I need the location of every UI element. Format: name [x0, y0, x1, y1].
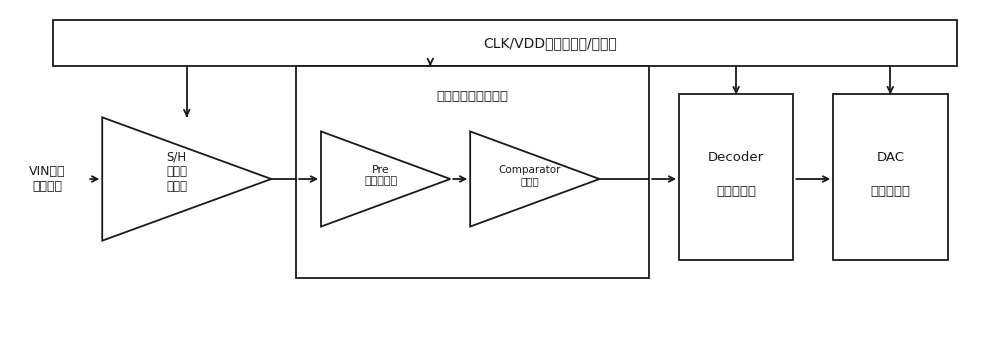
Text: Pre
前置放大器: Pre 前置放大器	[364, 165, 397, 186]
Text: 解码器电路: 解码器电路	[716, 185, 756, 198]
Text: S/H
自举采
样电路: S/H 自举采 样电路	[166, 150, 187, 193]
Bar	[53, 20, 957, 66]
Text: 全动态比较判决电路: 全动态比较判决电路	[437, 90, 509, 103]
Bar	[296, 66, 649, 278]
Text: VIN（输
入信号）: VIN（输 入信号）	[29, 165, 66, 193]
Text: CLK/VDD（时钟脉冲/电源）: CLK/VDD（时钟脉冲/电源）	[483, 36, 617, 50]
Polygon shape	[321, 131, 450, 227]
Text: DAC: DAC	[876, 151, 904, 164]
Bar	[833, 95, 948, 260]
Polygon shape	[470, 131, 599, 227]
Text: Decoder: Decoder	[708, 151, 764, 164]
Polygon shape	[102, 117, 271, 241]
Text: 数模转换器: 数模转换器	[870, 185, 910, 198]
Bar	[679, 95, 793, 260]
Text: Comparator
比较器: Comparator 比较器	[499, 165, 561, 186]
